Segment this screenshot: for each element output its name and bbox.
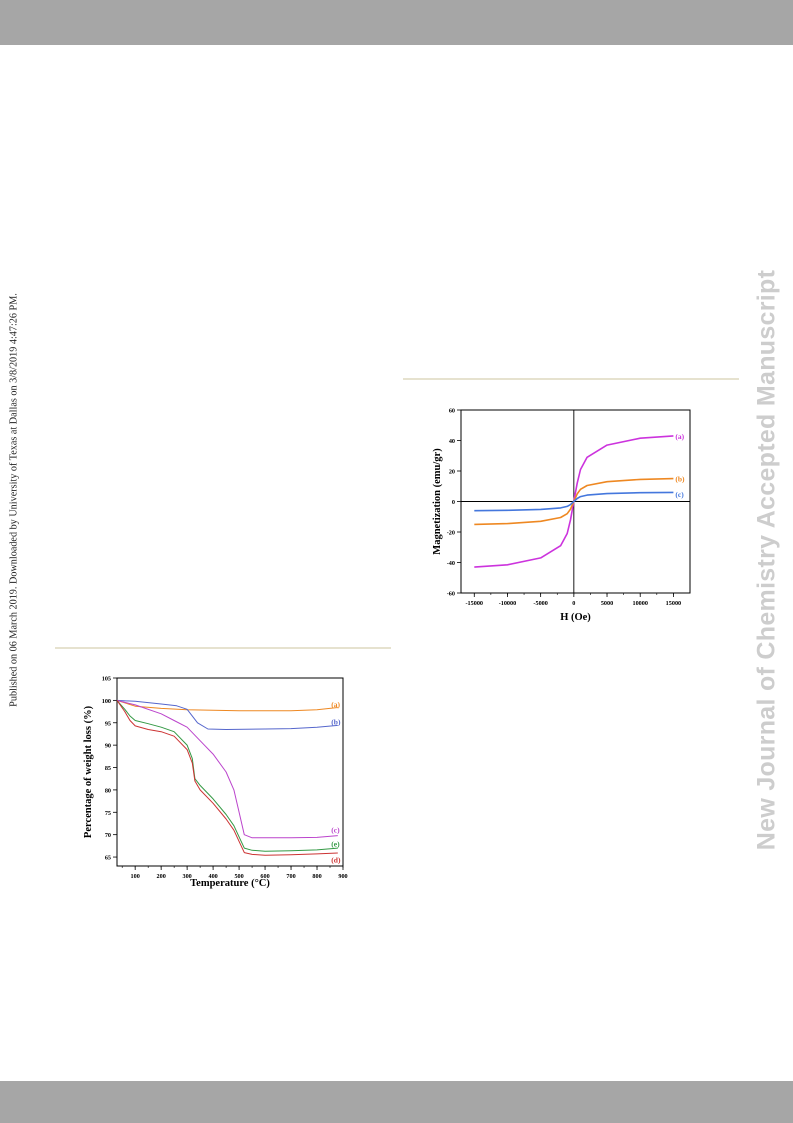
series-label-b: (b) bbox=[331, 717, 341, 726]
y-tick-label: 90 bbox=[105, 743, 111, 750]
y-tick-label: 85 bbox=[105, 765, 111, 772]
plot-frame bbox=[116, 677, 344, 867]
series-label-a: (a) bbox=[331, 700, 340, 709]
x-tick-label: -5000 bbox=[533, 600, 547, 607]
header-bar bbox=[0, 0, 793, 45]
series-line-c bbox=[474, 491, 674, 512]
x-tick-label: 15000 bbox=[666, 600, 681, 607]
series-label-c: (c) bbox=[331, 825, 340, 834]
y-axis-title: Magnetization (emu/gr) bbox=[432, 448, 443, 555]
x-tick-label: -15000 bbox=[466, 600, 484, 607]
series-line-b bbox=[116, 699, 338, 730]
x-tick-label: 0 bbox=[572, 600, 575, 607]
journal-watermark: New Journal of Chemistry Accepted Manusc… bbox=[752, 269, 781, 851]
series-label-d: (d) bbox=[331, 856, 341, 865]
x-tick-label: 900 bbox=[338, 873, 347, 880]
y-tick-label: -40 bbox=[447, 560, 455, 567]
y-tick-label: -60 bbox=[447, 591, 455, 598]
y-tick-label: 40 bbox=[449, 438, 455, 445]
x-tick-label: 5000 bbox=[601, 600, 613, 607]
y-tick-label: 80 bbox=[105, 787, 111, 794]
footer-bar bbox=[0, 1081, 793, 1123]
y-tick-label: 100 bbox=[102, 698, 111, 705]
y-tick-label: 0 bbox=[452, 499, 455, 506]
x-tick-label: 100 bbox=[131, 873, 140, 880]
x-tick-label: 300 bbox=[182, 873, 191, 880]
tga-chart: 100 200 300 400 500 600 700 800 900 105 100 95 90 85 8… bbox=[83, 676, 348, 890]
y-tick-label: 60 bbox=[449, 408, 455, 415]
series-label-b: (b) bbox=[675, 475, 685, 484]
series-line-a bbox=[116, 699, 338, 712]
x-axis-title: Temperature (°C) bbox=[190, 878, 270, 889]
y-tick-label: 70 bbox=[105, 832, 111, 839]
download-notice: Published on 06 March 2019. Downloaded b… bbox=[8, 293, 20, 707]
series-label-c: (c) bbox=[675, 490, 684, 499]
series-line-e bbox=[116, 700, 338, 852]
figure-separator-rule bbox=[403, 378, 739, 380]
y-tick-label: 105 bbox=[102, 676, 111, 683]
series-line-d bbox=[116, 700, 338, 856]
y-tick-label: 95 bbox=[105, 720, 111, 727]
x-tick-label: 10000 bbox=[632, 600, 647, 607]
y-axis-title: Percentage of weight loss (%) bbox=[83, 705, 94, 838]
x-tick-label: 700 bbox=[286, 873, 295, 880]
series-label-a: (a) bbox=[675, 432, 684, 441]
figure-separator-rule bbox=[55, 647, 391, 649]
x-tick-label: 800 bbox=[312, 873, 321, 880]
magnetization-chart: -15000 -10000 -5000 0 5000 10000 15000 60 40 20 0 -… bbox=[432, 408, 691, 623]
x-tick-label: 600 bbox=[260, 873, 269, 880]
y-tick-label: 20 bbox=[449, 469, 455, 476]
series-label-e: (e) bbox=[331, 840, 340, 849]
y-tick-label: 75 bbox=[105, 810, 111, 817]
x-tick-label: 400 bbox=[208, 873, 217, 880]
x-tick-label: -10000 bbox=[499, 600, 517, 607]
x-tick-label: 500 bbox=[234, 873, 243, 880]
series-line-c bbox=[116, 699, 338, 839]
y-tick-label: 65 bbox=[105, 855, 111, 862]
y-tick-label: -20 bbox=[447, 530, 455, 537]
x-axis-title: H (Oe) bbox=[560, 612, 591, 623]
x-tick-label: 200 bbox=[157, 873, 166, 880]
